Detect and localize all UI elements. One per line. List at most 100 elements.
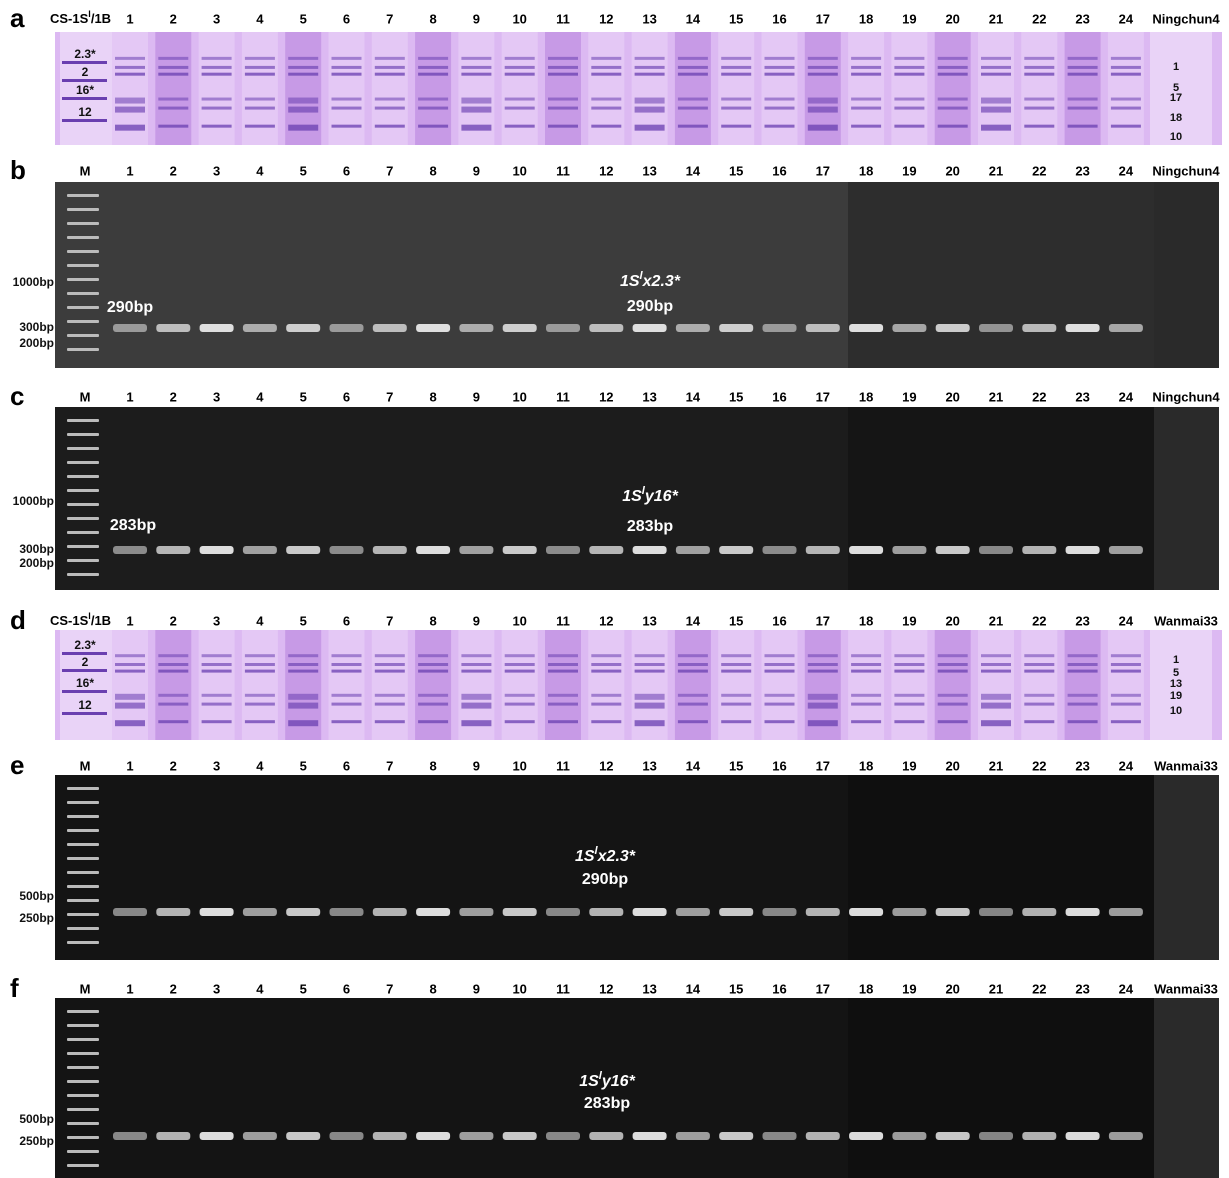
band <box>418 98 448 101</box>
band <box>503 546 537 554</box>
gene-label-part: x2.3* <box>597 848 636 865</box>
band <box>416 546 450 554</box>
lane-label: 22 <box>1032 758 1046 773</box>
band <box>505 670 535 673</box>
lane-label: 14 <box>686 981 701 996</box>
band <box>1068 703 1098 706</box>
ladder-band <box>67 447 99 450</box>
right-label: Ningchun4 <box>1152 389 1220 404</box>
lane-label: 4 <box>256 981 264 996</box>
band <box>1068 720 1098 723</box>
lane <box>199 630 235 740</box>
band <box>461 663 491 666</box>
band <box>461 98 491 104</box>
gene-label-part: 1S <box>579 1073 599 1090</box>
band <box>719 324 753 332</box>
lane-label: 8 <box>429 758 436 773</box>
band <box>981 125 1011 131</box>
band-label: 10 <box>1170 131 1182 143</box>
band <box>286 1132 320 1140</box>
right-label: Wanmai33 <box>1154 758 1218 773</box>
panel-letter: f <box>10 973 19 1003</box>
band <box>158 720 188 723</box>
lane <box>588 630 624 740</box>
lane-label: 9 <box>473 981 480 996</box>
panel-letter: c <box>10 381 24 411</box>
band <box>763 324 797 332</box>
band <box>245 663 275 666</box>
lane-label: 20 <box>945 758 959 773</box>
band <box>1022 324 1056 332</box>
lane-label: 24 <box>1119 163 1134 178</box>
band <box>808 694 838 700</box>
lane <box>891 32 927 145</box>
lane-label: 19 <box>902 389 916 404</box>
band <box>505 57 535 60</box>
gene-label: 1Sly16* <box>622 485 678 505</box>
band <box>113 1132 147 1140</box>
band <box>894 654 924 657</box>
lane-label: 21 <box>989 389 1003 404</box>
band <box>676 546 710 554</box>
ladder-band <box>67 913 99 916</box>
band <box>330 1132 364 1140</box>
band <box>505 66 535 69</box>
band <box>635 57 665 60</box>
lane-label: 23 <box>1075 613 1089 628</box>
band <box>1022 1132 1056 1140</box>
band <box>245 703 275 706</box>
band <box>202 107 232 110</box>
lane <box>415 630 451 740</box>
lane <box>372 32 408 145</box>
lane-label: 21 <box>989 981 1003 996</box>
lane <box>891 630 927 740</box>
page: aCS-1Sl/1B2.3*216*1215171810123456789101… <box>0 0 1229 1178</box>
band <box>158 125 188 128</box>
band <box>461 125 491 131</box>
lane <box>675 32 711 145</box>
band <box>330 546 364 554</box>
band <box>765 670 795 673</box>
ladder-band <box>67 208 99 211</box>
lane-label: 5 <box>300 163 307 178</box>
band <box>979 908 1013 916</box>
lane-label: 15 <box>729 981 743 996</box>
band <box>288 125 318 131</box>
lane-label: 2 <box>170 981 177 996</box>
lane-label: 19 <box>902 613 916 628</box>
band <box>245 98 275 101</box>
lane-label: 3 <box>213 981 220 996</box>
lane-label: 20 <box>945 981 959 996</box>
lane-label: 1 <box>126 613 133 628</box>
ladder-band <box>67 236 99 239</box>
band <box>332 703 362 706</box>
band <box>894 73 924 76</box>
band <box>288 98 318 104</box>
lane-label: 5 <box>300 613 307 628</box>
marker-band <box>62 79 107 82</box>
band <box>115 73 145 76</box>
marker-label: 200bp <box>19 556 54 570</box>
lane-label: 6 <box>343 758 350 773</box>
lane-label: 11 <box>556 11 570 26</box>
ladder-band <box>67 941 99 944</box>
band <box>591 98 621 101</box>
lane-label: 18 <box>859 389 873 404</box>
lane-label: 10 <box>512 613 526 628</box>
ladder-band <box>67 1164 99 1167</box>
lane-label: 21 <box>989 163 1003 178</box>
right-label: Wanmai33 <box>1154 981 1218 996</box>
marker-label: 300bp <box>19 320 54 334</box>
band <box>721 720 751 723</box>
marker-lane <box>1150 32 1212 145</box>
band <box>678 654 708 657</box>
ladder-band <box>67 1094 99 1097</box>
band <box>418 73 448 76</box>
band <box>633 908 667 916</box>
lane-label: 7 <box>386 389 393 404</box>
band <box>505 694 535 697</box>
band <box>548 694 578 697</box>
band <box>1024 57 1054 60</box>
band <box>678 98 708 101</box>
band <box>633 1132 667 1140</box>
